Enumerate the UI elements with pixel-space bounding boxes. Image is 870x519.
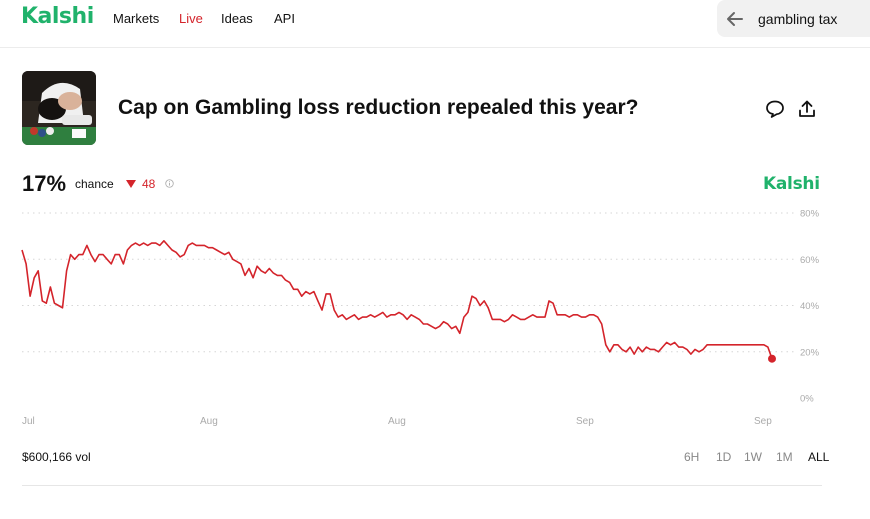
market-title: Cap on Gambling loss reduction repealed … <box>118 96 639 119</box>
search-input[interactable] <box>758 0 868 37</box>
y-tick-label: 60% <box>800 255 820 266</box>
change-indicator: 48 <box>126 177 155 191</box>
volume-label: $600,166 vol <box>22 450 91 464</box>
nav-api[interactable]: API <box>274 11 295 26</box>
kalshi-watermark: Kalshi <box>763 174 820 194</box>
range-1d-button[interactable]: 1D <box>716 450 732 464</box>
search-box <box>717 0 870 37</box>
series-line <box>21 240 773 359</box>
x-tick-label: Jul <box>22 416 35 427</box>
x-tick-label: Sep <box>754 416 772 427</box>
range-1m-button[interactable]: 1M <box>776 450 793 464</box>
x-tick-label: Sep <box>576 416 594 427</box>
market-thumbnail <box>22 71 96 145</box>
x-tick-label: Aug <box>388 416 406 427</box>
divider <box>22 485 822 486</box>
range-6h-button[interactable]: 6H <box>684 450 700 464</box>
change-value: 48 <box>142 177 156 191</box>
chance-label: chance <box>75 177 114 191</box>
nav-ideas[interactable]: Ideas <box>221 11 253 26</box>
share-icon[interactable] <box>796 98 818 120</box>
y-tick-label: 40% <box>800 301 820 312</box>
kalshi-logo[interactable]: Kalshi <box>21 4 94 29</box>
comment-icon[interactable] <box>764 98 786 120</box>
info-icon[interactable] <box>165 179 174 188</box>
y-tick-label: 80% <box>800 209 820 220</box>
top-navigation-bar: Kalshi Markets Live Ideas API <box>0 0 870 48</box>
y-tick-label: 20% <box>800 347 820 358</box>
nav-markets[interactable]: Markets <box>113 11 160 26</box>
range-all-button[interactable]: ALL <box>808 450 830 464</box>
price-history-chart: 80% 60% 40% 20% 0% Jul Aug Aug Sep Sep <box>21 209 820 427</box>
x-tick-label: Aug <box>200 416 218 427</box>
y-tick-label: 0% <box>800 394 814 405</box>
nav-live[interactable]: Live <box>179 11 203 26</box>
current-value-dot <box>768 354 776 363</box>
range-1w-button[interactable]: 1W <box>744 450 762 464</box>
casino-player-image <box>22 71 96 145</box>
chance-value: 17% <box>22 171 67 196</box>
down-triangle-icon <box>126 180 136 188</box>
arrow-left-icon[interactable] <box>725 9 745 29</box>
